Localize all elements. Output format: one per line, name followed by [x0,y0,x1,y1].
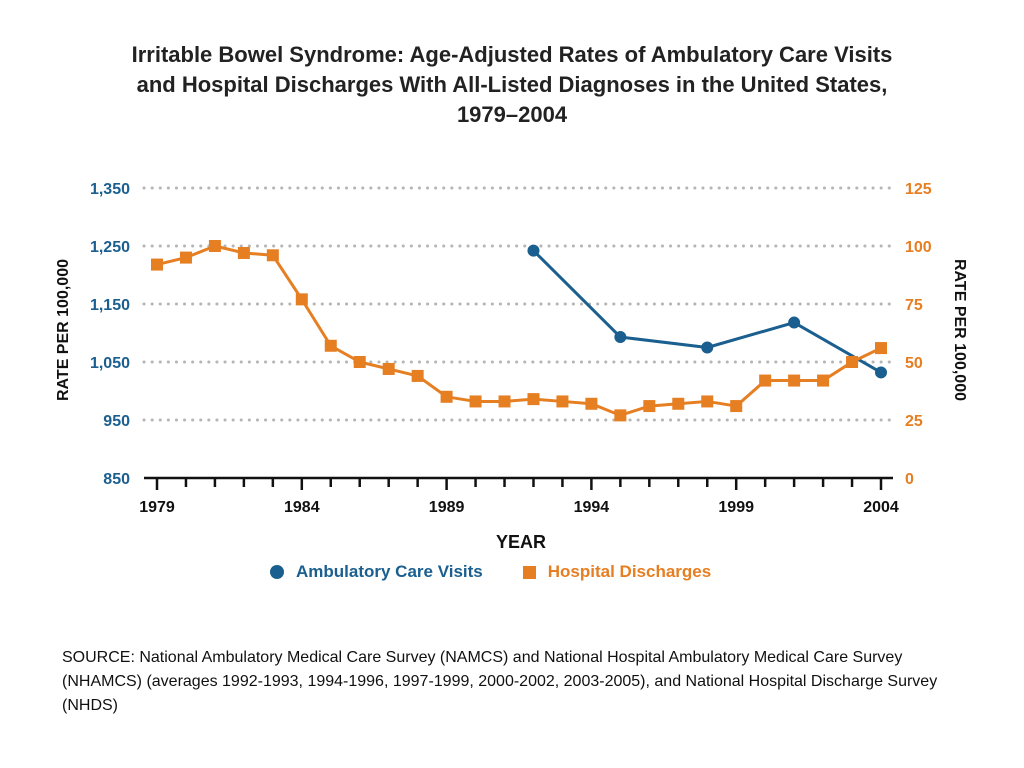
legend: Ambulatory Care Visits Hospital Discharg… [270,562,751,582]
legend-label-ambulatory: Ambulatory Care Visits [296,562,483,581]
ambulatory-series-line [532,249,882,374]
hospital-data-point [411,369,424,382]
line-chart: 1,350 125 1,250 100 1,150 75 1,050 50 950 25 850 0 1… [55,181,968,552]
hospital-data-point [179,251,192,264]
hospital-data-point [585,397,598,410]
title-line: 1979–2004 [456,102,568,127]
hospital-data-point [643,400,656,413]
hospital-data-point [295,293,308,306]
square-marker-icon [522,565,536,579]
hospital-data-point [151,258,163,271]
hospital-data-point [324,339,337,352]
ambulatory-data-point [527,244,540,257]
hospital-data-point [788,374,801,387]
x-tick-label: 2004 [863,499,899,516]
title-line: Irritable Bowel Syndrome: Age-Adjusted R… [131,42,893,67]
hospital-data-point [846,356,859,368]
hospital-data-point [730,400,743,413]
hospital-data-point [875,342,887,355]
ambulatory-data-point [788,316,801,329]
y-right-tick-label: 50 [905,355,923,372]
x-tick-label: 1989 [429,499,465,516]
hospital-data-point [614,409,627,422]
y-left-tick-label: 950 [103,413,130,430]
hospital-data-point [556,395,569,408]
hospital-data-point [440,390,453,403]
hospital-data-point [759,374,772,387]
y-left-axis-label: RATE PER 100,000 [55,259,72,401]
hospital-data-point [237,246,250,259]
legend-label-hospital: Hospital Discharges [547,562,712,581]
legend-item-ambulatory: Ambulatory Care Visits [270,562,483,582]
y-left-tick-label: 850 [103,471,130,488]
x-tick-label: 1994 [574,499,610,516]
ambulatory-data-point [614,331,627,344]
hospital-data-point [672,397,685,410]
y-left-tick-label: 1,250 [90,239,130,256]
chart-title: Irritable Bowel Syndrome: Age-Adjusted R… [40,40,984,130]
x-tick-label: 1979 [139,499,175,516]
hospital-data-point [266,249,279,262]
hospital-data-point [208,240,221,252]
x-tick-label: 1999 [718,499,754,516]
source-note: SOURCE: National Ambulatory Medical Care… [62,649,938,714]
hospital-data-point [701,395,714,408]
ambulatory-data-point [875,366,887,379]
title-line: and Hospital Discharges With All-Listed … [136,72,888,97]
hospital-data-point [498,395,511,408]
hospital-data-point [353,356,366,368]
y-right-axis-label: RATE PER 100,000 [951,259,968,401]
legend-item-hospital: Hospital Discharges [522,562,712,582]
hospital-series-line [156,244,882,417]
y-right-tick-label: 100 [905,239,932,256]
x-axis-label: YEAR [496,532,546,552]
hospital-data-point [382,362,395,375]
hospital-data-point [817,374,830,387]
y-left-tick-label: 1,050 [90,355,130,372]
y-right-tick-label: 0 [905,471,914,488]
ambulatory-data-point [701,341,714,354]
x-tick-label: 1984 [284,499,320,516]
y-right-tick-label: 25 [905,413,923,430]
y-right-tick-label: 125 [905,181,932,198]
circle-marker-icon [270,565,284,579]
y-right-tick-label: 75 [905,297,923,314]
hospital-data-point [527,393,540,406]
y-left-tick-label: 1,350 [90,181,130,198]
hospital-data-point [469,395,482,408]
y-left-tick-label: 1,150 [90,297,130,314]
